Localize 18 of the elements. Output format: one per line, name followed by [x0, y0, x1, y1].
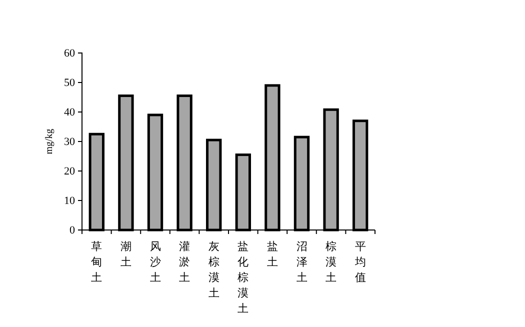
x-tick-label: 草甸土	[91, 240, 102, 284]
y-tick-label: 50	[64, 77, 76, 90]
y-tick-label: 30	[64, 136, 76, 148]
x-tick-label: 平均值	[354, 241, 366, 284]
x-tick-label: 风沙土	[150, 241, 161, 284]
y-tick-label: 40	[64, 106, 76, 119]
x-tick-label: 灰棕漠土	[208, 241, 220, 300]
y-tick-label: 20	[64, 166, 76, 178]
x-tick-label: 盐土	[266, 240, 278, 268]
x-tick-label: 沼泽土	[296, 241, 308, 284]
x-tick-label: 灌淤土	[179, 240, 190, 284]
x-tick-label: 棕漠土	[326, 240, 337, 284]
y-tick-label: 0	[70, 224, 76, 237]
y-tick-label: 10	[64, 195, 76, 208]
x-tick-label: 盐化棕漠土	[238, 240, 249, 315]
y-tick-label: 60	[64, 48, 76, 60]
x-tick-label: 潮土	[120, 240, 132, 268]
y-axis-title: mg/kg	[44, 128, 55, 154]
